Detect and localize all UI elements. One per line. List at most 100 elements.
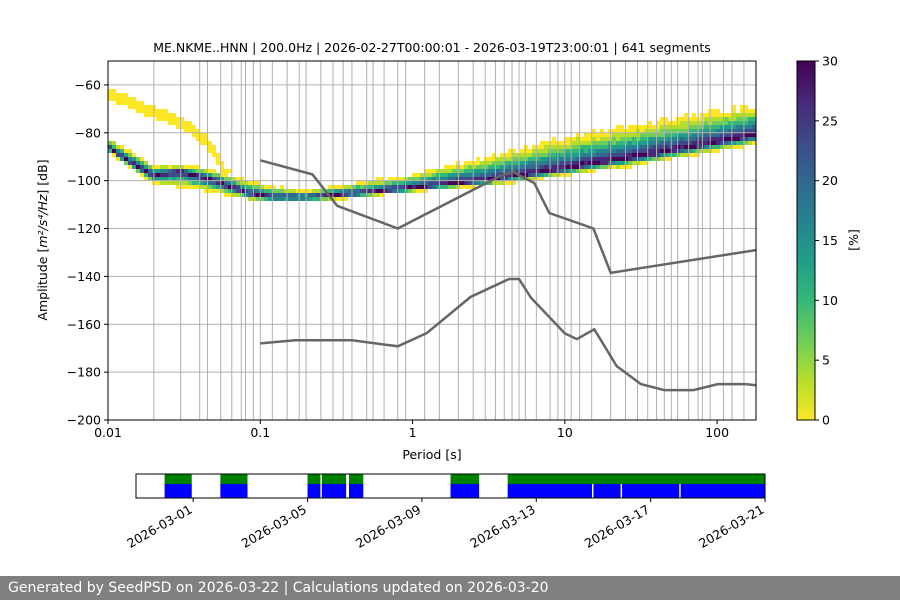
psd-cell	[268, 189, 272, 193]
psd-cell	[644, 145, 648, 149]
psd-cell	[168, 173, 172, 177]
colorbar-tick-label: 15	[822, 233, 838, 248]
psd-cell	[336, 185, 340, 189]
psd-cell	[128, 157, 132, 161]
y-axis-label: Amplitude [m²/s⁴/Hz] [dB]	[35, 159, 50, 320]
psd-cell	[196, 177, 200, 181]
psd-cell	[216, 157, 220, 161]
psd-cell	[552, 165, 556, 169]
psd-cell	[576, 145, 580, 149]
psd-cell	[712, 137, 716, 141]
psd-cell	[664, 129, 668, 133]
psd-cell	[664, 125, 668, 129]
psd-cell	[680, 129, 684, 133]
psd-cell	[624, 133, 628, 137]
psd-cell	[600, 157, 604, 161]
psd-cell	[336, 197, 340, 201]
psd-cell	[592, 133, 596, 137]
psd-cell	[512, 177, 516, 181]
psd-cell	[164, 109, 168, 113]
psd-cell	[204, 173, 208, 177]
psd-cell	[748, 121, 752, 125]
psd-cell	[748, 117, 752, 121]
psd-cell	[312, 197, 316, 201]
psd-cell	[608, 153, 612, 157]
colorbar-label: [%]	[846, 229, 861, 251]
psd-cell	[732, 141, 736, 145]
psd-cell	[632, 145, 636, 149]
psd-cell	[484, 157, 488, 161]
psd-cell	[296, 189, 300, 193]
psd-cell	[568, 141, 572, 145]
psd-cell	[668, 145, 672, 149]
psd-cell	[672, 121, 676, 125]
psd-cell	[200, 177, 204, 181]
psd-cell	[572, 153, 576, 157]
psd-cell	[684, 113, 688, 117]
psd-cell	[308, 189, 312, 193]
psd-cell	[672, 141, 676, 145]
psd-cell	[504, 169, 508, 173]
psd-cell	[472, 169, 476, 173]
psd-cell	[356, 189, 360, 193]
y-axis: −60 −80 −100 −120 −140 −160 −180 −200	[67, 77, 108, 428]
psd-cell	[400, 177, 404, 181]
psd-cell	[428, 173, 432, 177]
psd-cell	[540, 149, 544, 153]
psd-cell	[468, 181, 472, 185]
psd-cell	[624, 141, 628, 145]
psd-cell	[160, 169, 164, 173]
psd-cell	[136, 157, 140, 161]
psd-cell	[564, 161, 568, 165]
psd-cell	[128, 149, 132, 153]
psd-cell	[220, 177, 224, 181]
psd-cell	[616, 165, 620, 169]
psd-cell	[384, 189, 388, 193]
psd-cell	[120, 149, 124, 153]
timeline-tick-label: 2026-03-21	[696, 502, 766, 551]
psd-cell	[692, 149, 696, 153]
colorbar: 0 5 10 15 20 25 30 [%]	[796, 54, 861, 428]
psd-cell	[124, 153, 128, 157]
psd-cell	[732, 121, 736, 125]
psd-cell	[368, 181, 372, 185]
psd-cell	[596, 165, 600, 169]
psd-cell	[568, 161, 572, 165]
psd-cell	[472, 165, 476, 169]
psd-cell	[468, 177, 472, 181]
psd-cell	[572, 137, 576, 141]
psd-cell	[180, 125, 184, 129]
psd-cell	[220, 189, 224, 193]
psd-cell	[476, 161, 480, 165]
psd-cell	[292, 189, 296, 193]
psd-cell	[392, 189, 396, 193]
psd-cell	[160, 165, 164, 169]
psd-cell	[604, 149, 608, 153]
psd-cell	[372, 185, 376, 189]
psd-cell	[120, 153, 124, 157]
psd-cell	[720, 137, 724, 141]
psd-cell	[136, 165, 140, 169]
psd-cell	[180, 165, 184, 169]
psd-cell	[692, 125, 696, 129]
psd-cell	[236, 193, 240, 197]
psd-cell	[440, 173, 444, 177]
psd-cell	[524, 145, 528, 149]
psd-cell	[284, 197, 288, 201]
psd-cell	[624, 129, 628, 133]
psd-cell	[572, 161, 576, 165]
psd-cell	[180, 169, 184, 173]
psd-cell	[272, 193, 276, 197]
psd-cell	[232, 193, 236, 197]
psd-cell	[196, 181, 200, 185]
psd-cell	[688, 129, 692, 133]
psd-cell	[732, 117, 736, 121]
psd-cell	[644, 133, 648, 137]
psd-cell	[436, 169, 440, 173]
psd-cell	[156, 177, 160, 181]
psd-cell	[740, 125, 744, 129]
colorbar-gradient	[796, 60, 816, 421]
psd-cell	[408, 177, 412, 181]
psd-cell	[296, 193, 300, 197]
psd-cell	[520, 165, 524, 169]
